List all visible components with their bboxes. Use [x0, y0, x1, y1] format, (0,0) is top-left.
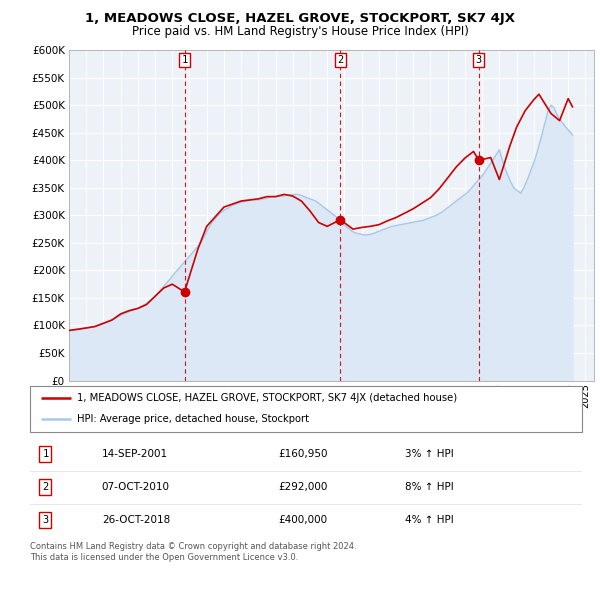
Text: 2: 2	[43, 483, 49, 492]
Text: £400,000: £400,000	[278, 516, 328, 525]
Text: 3: 3	[43, 516, 49, 525]
Text: 8% ↑ HPI: 8% ↑ HPI	[406, 483, 454, 492]
Text: £292,000: £292,000	[278, 483, 328, 492]
Text: 26-OCT-2018: 26-OCT-2018	[102, 516, 170, 525]
Text: 07-OCT-2010: 07-OCT-2010	[102, 483, 170, 492]
Text: 1, MEADOWS CLOSE, HAZEL GROVE, STOCKPORT, SK7 4JX (detached house): 1, MEADOWS CLOSE, HAZEL GROVE, STOCKPORT…	[77, 394, 457, 404]
Text: 14-SEP-2001: 14-SEP-2001	[102, 450, 168, 459]
Text: 1, MEADOWS CLOSE, HAZEL GROVE, STOCKPORT, SK7 4JX: 1, MEADOWS CLOSE, HAZEL GROVE, STOCKPORT…	[85, 12, 515, 25]
Text: HPI: Average price, detached house, Stockport: HPI: Average price, detached house, Stoc…	[77, 414, 309, 424]
Text: 1: 1	[181, 55, 188, 65]
Text: Price paid vs. HM Land Registry's House Price Index (HPI): Price paid vs. HM Land Registry's House …	[131, 25, 469, 38]
Text: 3% ↑ HPI: 3% ↑ HPI	[406, 450, 454, 459]
Text: 4% ↑ HPI: 4% ↑ HPI	[406, 516, 454, 525]
Text: 2: 2	[337, 55, 343, 65]
Text: £160,950: £160,950	[278, 450, 328, 459]
Text: Contains HM Land Registry data © Crown copyright and database right 2024.
This d: Contains HM Land Registry data © Crown c…	[30, 542, 356, 562]
Text: 1: 1	[43, 450, 49, 459]
Text: 3: 3	[476, 55, 482, 65]
